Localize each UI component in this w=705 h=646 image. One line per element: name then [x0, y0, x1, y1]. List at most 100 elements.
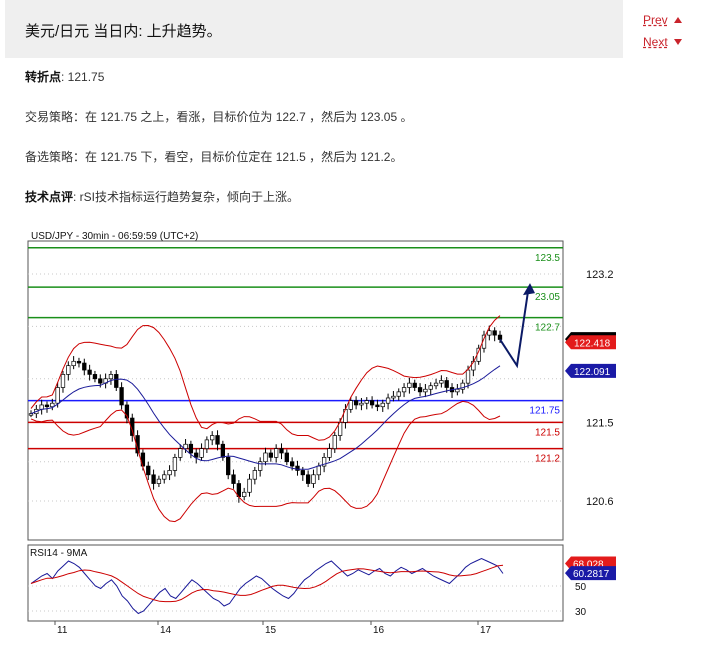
- candle-body: [359, 402, 364, 406]
- forecast-arrow: [499, 291, 529, 369]
- candle-body: [183, 443, 188, 449]
- candle-body: [82, 362, 87, 371]
- pivot-label: 转折点: [25, 70, 62, 84]
- candle-body: [92, 374, 98, 380]
- candle-body: [258, 461, 263, 471]
- candle-body: [178, 448, 183, 458]
- rsi-ma-line: [30, 564, 504, 603]
- candle-body: [316, 465, 321, 476]
- candle-body: [156, 478, 162, 484]
- candle-body: [380, 402, 385, 408]
- candle-body: [348, 400, 353, 410]
- rsi-title: RSI14 - 9MA: [30, 548, 88, 559]
- date-tick-label: 15: [265, 625, 277, 636]
- candle-body: [242, 491, 247, 497]
- bollinger-upper: [30, 315, 501, 441]
- strategy-text: 在 121.75 之上，看涨，目标价位为 122.7 ，然后为 123.05 。: [85, 110, 413, 124]
- candle-body: [412, 382, 417, 388]
- candle-body: [114, 374, 119, 388]
- candle-body: [279, 448, 284, 454]
- candle-body: [60, 374, 66, 388]
- candle-body: [215, 435, 220, 445]
- next-link[interactable]: Next: [643, 35, 682, 49]
- candle-body: [28, 413, 34, 416]
- level-label: 123.5: [535, 253, 560, 264]
- caret-up-icon: [673, 17, 682, 23]
- rsi-plot-frame: [27, 544, 564, 622]
- candle-body: [433, 382, 439, 387]
- candle-body: [194, 452, 199, 458]
- candle-body: [71, 360, 76, 367]
- candle-body: [268, 452, 273, 458]
- candle-body: [492, 330, 497, 336]
- alt-strategy-line: 备选策略：在 121.75 下，看空，目标价位定在 121.5 ，然后为 121…: [25, 148, 402, 165]
- candle-body: [167, 470, 172, 476]
- candle-body: [396, 391, 401, 397]
- level-label: 122.7: [535, 323, 560, 334]
- prev-label[interactable]: Prev: [643, 13, 668, 27]
- date-tick-label: 16: [373, 625, 385, 636]
- tech-comment-label: 技术点评: [25, 190, 74, 204]
- candle-body: [44, 404, 50, 408]
- candle-body: [231, 474, 236, 484]
- moving-average-line: [30, 365, 501, 470]
- prev-link[interactable]: Prev: [643, 13, 682, 27]
- candle-body: [428, 385, 433, 390]
- candle-body: [295, 465, 300, 471]
- next-label[interactable]: Next: [643, 35, 668, 49]
- price-badge-label: 122.418: [574, 338, 611, 349]
- candle-body: [220, 443, 226, 458]
- candle-body: [124, 404, 130, 419]
- candle-body: [311, 474, 316, 484]
- forecast-arrowhead: [523, 283, 535, 296]
- candle-body: [385, 397, 391, 404]
- rsi-tick-label: 30: [575, 607, 587, 618]
- date-tick-label: 14: [160, 625, 172, 636]
- candle-body: [87, 369, 92, 375]
- chart-title: USD/JPY - 30min - 06:59:59 (UTC+2): [31, 231, 198, 242]
- candle-body: [300, 470, 305, 476]
- candle-body: [465, 369, 471, 384]
- candle-body: [108, 374, 114, 380]
- candle-body: [417, 387, 423, 393]
- price-badge: [565, 335, 616, 350]
- candle-body: [66, 365, 71, 375]
- candle-body: [76, 360, 82, 364]
- rsi-tick-label: 50: [575, 582, 587, 593]
- candle-body: [364, 400, 369, 404]
- level-label: 121.75: [529, 406, 560, 417]
- candle-body: [188, 443, 194, 454]
- level-label: 121.2: [535, 454, 560, 465]
- price-chart: USD/JPY - 30min - 06:59:59 (UTC+2) 123.2 1…: [0, 225, 705, 641]
- tech-comment-line: 技术点评: rSI技术指标运行趋势复杂，倾向于上涨。: [25, 188, 299, 205]
- candle-body: [252, 470, 257, 480]
- candle-body: [353, 400, 359, 406]
- candle-body: [497, 334, 503, 340]
- candle-body: [284, 452, 289, 463]
- candle-body: [455, 388, 460, 393]
- candle-body: [321, 456, 327, 467]
- candle-body: [226, 456, 231, 476]
- candle-body: [151, 474, 156, 484]
- date-tick-label: 11: [57, 625, 68, 636]
- price-tick-label: 120.6: [586, 496, 614, 508]
- candle-body: [305, 474, 311, 484]
- candle-body: [55, 387, 60, 404]
- candle-body: [146, 465, 151, 476]
- rsi-line: [30, 557, 504, 615]
- candle-body: [172, 456, 178, 471]
- candle-body: [199, 448, 204, 458]
- chart-svg: USD/JPY - 30min - 06:59:59 (UTC+2) 123.2 1…: [27, 231, 616, 636]
- candle-body: [487, 330, 492, 336]
- candle-body: [332, 435, 337, 449]
- candle-body: [369, 400, 375, 406]
- rsi-badge: [565, 566, 616, 581]
- candle-body: [204, 439, 210, 449]
- candle-body: [263, 452, 268, 463]
- candle-body: [162, 474, 167, 480]
- level-label: 121.5: [535, 427, 560, 438]
- price-tick-label: 121.5: [586, 417, 614, 429]
- candle-body: [289, 461, 295, 467]
- candle-body: [375, 404, 380, 408]
- strategy-label: 交易策略：: [25, 110, 86, 124]
